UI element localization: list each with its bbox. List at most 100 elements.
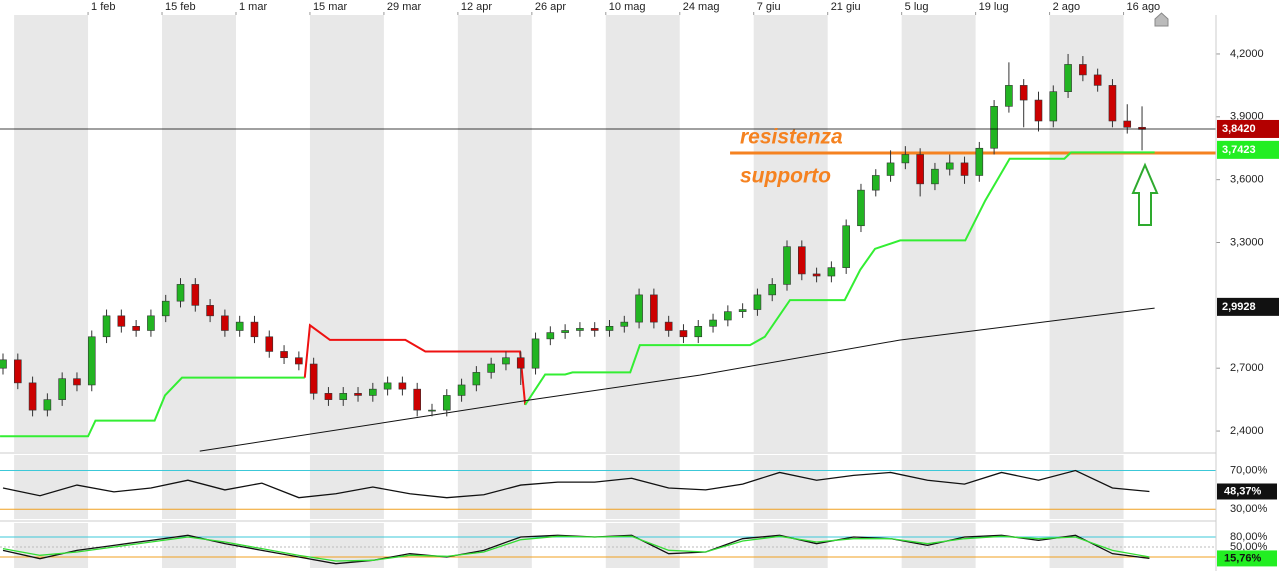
- x-tick-label: 16 ago: [1127, 1, 1161, 13]
- date-band: [753, 15, 828, 452]
- date-band: [457, 523, 532, 568]
- candle-body: [916, 154, 924, 185]
- candle-body: [620, 321, 629, 327]
- date-band: [14, 523, 89, 568]
- candle-body: [87, 336, 96, 386]
- value-label: 15,76%: [1224, 552, 1262, 564]
- price-label-box: [1217, 297, 1279, 316]
- candle-body: [250, 321, 259, 338]
- x-tick-label: 7 giu: [757, 1, 781, 13]
- candle-body: [753, 294, 762, 310]
- candle-body: [235, 321, 244, 331]
- candle-body: [502, 357, 510, 365]
- candle-body: [561, 330, 569, 333]
- price-label-box: [1217, 119, 1279, 138]
- price-label: 2,9928: [1222, 301, 1256, 313]
- candle-body: [783, 246, 791, 285]
- x-tick-label: 1 feb: [91, 1, 115, 13]
- candle-body: [324, 393, 333, 400]
- y-tick-label: 30,00%: [1230, 503, 1268, 515]
- candle-body: [546, 332, 555, 340]
- price-label: 3,8420: [1222, 123, 1256, 135]
- indicator-line: [303, 323, 527, 405]
- date-band: [901, 523, 976, 568]
- price-label: 3,7423: [1222, 144, 1256, 156]
- candle-body: [664, 321, 673, 331]
- y-tick-label: 3,6000: [1230, 174, 1264, 186]
- candle-body: [1064, 64, 1072, 92]
- indicator-line: [2, 535, 1150, 562]
- candle-body: [102, 315, 111, 338]
- candle-body: [309, 363, 318, 394]
- x-tick-label: 24 mag: [683, 1, 720, 13]
- candle-body: [28, 382, 37, 411]
- candle-body: [990, 106, 998, 149]
- y-tick-label: 70,00%: [1230, 464, 1268, 476]
- candle-body: [1093, 74, 1102, 86]
- indicator-line: [199, 307, 1155, 452]
- candle-body: [975, 147, 984, 176]
- candle-body: [383, 382, 392, 390]
- candle-body: [487, 363, 495, 373]
- candle-body: [842, 225, 850, 268]
- candle-body: [960, 162, 969, 176]
- candle-body: [709, 319, 717, 327]
- candle-body: [738, 309, 747, 312]
- candle-body: [1005, 85, 1013, 107]
- x-tick-label: 1 mar: [239, 1, 267, 13]
- candle-body: [0, 359, 7, 369]
- candle-body: [176, 284, 185, 302]
- x-tick-label: 29 mar: [387, 1, 422, 13]
- candle-body: [724, 311, 732, 321]
- candle-body: [58, 378, 66, 400]
- candle-body: [1034, 99, 1043, 122]
- candle-body: [354, 393, 362, 396]
- candle-body: [191, 284, 200, 306]
- x-tick-label: 21 giu: [831, 1, 861, 13]
- date-band: [457, 15, 532, 452]
- candle-body: [650, 294, 658, 323]
- candle-body: [694, 326, 703, 338]
- candle-body: [265, 336, 274, 352]
- date-band: [14, 455, 89, 519]
- candle-body: [1108, 85, 1117, 122]
- x-tick-label: 5 lug: [905, 1, 929, 13]
- x-tick-label: 15 mar: [313, 1, 348, 13]
- date-band: [605, 15, 680, 452]
- candle-body: [1049, 91, 1058, 122]
- value-label-box: [1217, 550, 1277, 567]
- price-label-box: [1217, 140, 1279, 159]
- date-band: [1049, 523, 1124, 568]
- candle-body: [457, 384, 466, 396]
- y-tick-label: 4,2000: [1230, 48, 1264, 60]
- candle-body: [221, 315, 229, 331]
- annotation: resistenza: [740, 126, 843, 149]
- candle-body: [428, 409, 436, 412]
- candle-body: [827, 267, 836, 277]
- home-icon[interactable]: [1154, 12, 1169, 27]
- indicator-line: [0, 376, 305, 438]
- date-band: [753, 455, 828, 519]
- candle-body: [369, 388, 377, 396]
- candle-body: [147, 315, 155, 331]
- indicator-line: [524, 151, 1155, 406]
- candle-body: [73, 378, 81, 386]
- y-tick-label: 3,9000: [1230, 111, 1264, 123]
- candle-body: [161, 300, 170, 317]
- date-band: [901, 455, 976, 519]
- candle-body: [1123, 120, 1132, 128]
- candle-body: [857, 189, 865, 227]
- candle-body: [13, 359, 22, 384]
- annotation: supporto: [740, 165, 831, 188]
- date-band: [162, 523, 236, 568]
- y-tick-label: 2,7000: [1230, 362, 1264, 374]
- candle-body: [531, 338, 540, 369]
- date-band: [901, 15, 976, 452]
- candle-body: [886, 162, 895, 176]
- y-tick-label: 80,00%: [1230, 531, 1268, 543]
- value-label-box: [1217, 483, 1277, 500]
- candle-body: [945, 162, 954, 170]
- candle-body: [679, 330, 688, 338]
- candle-body: [576, 328, 584, 331]
